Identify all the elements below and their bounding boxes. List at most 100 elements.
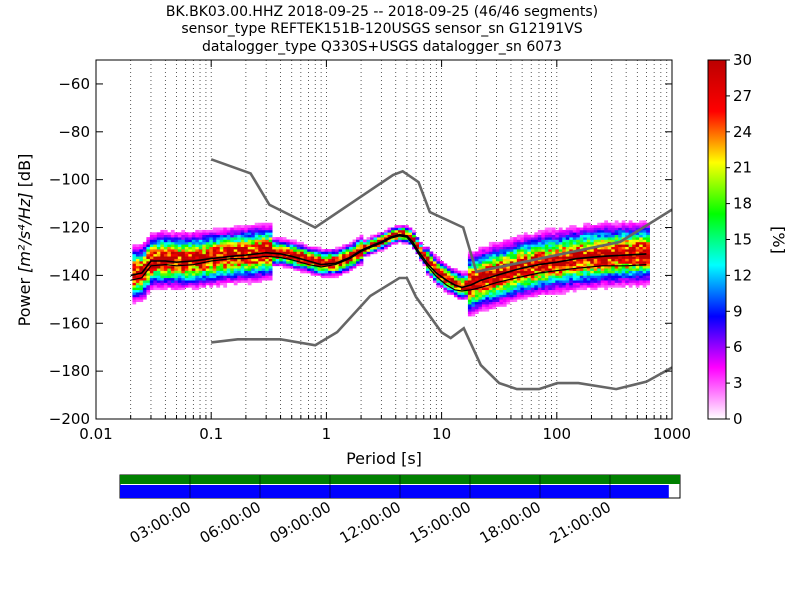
ppsd-cell bbox=[478, 294, 483, 298]
ppsd-cell bbox=[621, 265, 626, 269]
ppsd-cell bbox=[212, 249, 217, 252]
ppsd-cell bbox=[471, 284, 476, 288]
ppsd-cell bbox=[579, 277, 584, 281]
ppsd-cell bbox=[279, 239, 283, 243]
ppsd-cell bbox=[184, 237, 189, 240]
ppsd-cell bbox=[177, 265, 182, 269]
ppsd-cell bbox=[223, 258, 228, 262]
ppsd-cell bbox=[527, 282, 532, 286]
ppsd-cell bbox=[163, 246, 168, 250]
ppsd-cell bbox=[558, 241, 563, 245]
ppsd-cell bbox=[558, 249, 563, 252]
ppsd-cell bbox=[534, 234, 539, 238]
ppsd-cell bbox=[541, 234, 546, 238]
ppsd-cell bbox=[586, 251, 591, 255]
ppsd-cell bbox=[233, 263, 238, 267]
ppsd-cell bbox=[317, 273, 322, 276]
ppsd-cell bbox=[600, 261, 605, 264]
ppsd-cell bbox=[485, 292, 490, 295]
ppsd-cell bbox=[579, 237, 584, 240]
ppsd-cell bbox=[149, 268, 154, 271]
ppsd-cell bbox=[597, 237, 602, 240]
ppsd-cell bbox=[321, 251, 325, 255]
ppsd-cell bbox=[464, 270, 469, 274]
ppsd-cell bbox=[509, 253, 514, 257]
y-tick-label: −200 bbox=[49, 410, 90, 428]
ppsd-cell bbox=[569, 227, 574, 231]
ppsd-cell bbox=[310, 246, 315, 250]
ppsd-cell bbox=[356, 263, 360, 267]
ppsd-cell bbox=[523, 256, 528, 259]
ppsd-cell bbox=[366, 253, 371, 257]
ppsd-cell bbox=[174, 277, 179, 281]
ppsd-cell bbox=[555, 263, 560, 267]
colorbar-tick-label: 6 bbox=[733, 338, 743, 356]
ppsd-cell bbox=[177, 273, 182, 276]
ppsd-cell bbox=[188, 284, 193, 288]
ppsd-cell bbox=[429, 261, 434, 264]
ppsd-cell bbox=[618, 268, 623, 271]
ppsd-cell bbox=[474, 282, 479, 286]
ppsd-cell bbox=[181, 287, 186, 291]
ppsd-cell bbox=[156, 287, 161, 291]
ppsd-cell bbox=[251, 280, 256, 283]
ppsd-cell bbox=[488, 280, 493, 283]
ppsd-cell bbox=[481, 256, 486, 259]
ppsd-cell bbox=[146, 282, 151, 286]
ppsd-cell bbox=[240, 280, 245, 283]
ppsd-cell bbox=[188, 273, 193, 276]
ppsd-cell bbox=[219, 268, 224, 271]
ppsd-cell bbox=[356, 253, 360, 257]
ppsd-cell bbox=[198, 284, 203, 288]
ppsd-cell bbox=[338, 270, 343, 274]
ppsd-cell bbox=[642, 251, 647, 255]
ppsd-cell bbox=[212, 239, 217, 243]
ppsd-cell bbox=[558, 277, 563, 281]
ppsd-cell bbox=[226, 263, 231, 267]
ppsd-cell bbox=[167, 268, 172, 271]
ppsd-cell bbox=[198, 277, 203, 281]
ppsd-cell bbox=[139, 256, 144, 259]
ppsd-cell bbox=[293, 249, 297, 252]
ppsd-cell bbox=[485, 261, 490, 264]
ppsd-cell bbox=[139, 280, 144, 283]
ppsd-cell bbox=[223, 280, 228, 283]
ppsd-cell bbox=[625, 229, 630, 233]
ppsd-cell bbox=[646, 244, 650, 247]
ppsd-cell bbox=[160, 237, 165, 240]
ppsd-cell bbox=[548, 275, 553, 279]
ppsd-cell bbox=[198, 273, 203, 276]
ppsd-cell bbox=[303, 265, 308, 269]
ppsd-cell bbox=[188, 280, 193, 283]
ppsd-cell bbox=[184, 241, 189, 245]
ppsd-cell bbox=[377, 244, 381, 247]
ppsd-cell bbox=[565, 244, 570, 247]
ppsd-cell bbox=[474, 292, 479, 295]
ppsd-cell bbox=[632, 225, 636, 228]
ppsd-cell bbox=[223, 241, 228, 245]
ppsd-cell bbox=[481, 287, 486, 291]
nhnm-curve bbox=[210, 158, 672, 274]
ppsd-cell bbox=[579, 275, 584, 279]
ppsd-cell bbox=[551, 287, 556, 291]
ppsd-cell bbox=[335, 265, 339, 269]
ppsd-cell bbox=[579, 227, 584, 231]
ppsd-cell bbox=[261, 258, 266, 262]
ppsd-cell bbox=[439, 265, 444, 269]
ppsd-cell bbox=[177, 253, 182, 257]
ppsd-cell bbox=[170, 258, 175, 262]
ppsd-cell bbox=[216, 277, 221, 281]
ppsd-cell bbox=[317, 270, 322, 274]
ppsd-cell bbox=[212, 263, 217, 267]
ppsd-cell bbox=[170, 273, 175, 276]
ppsd-cell bbox=[156, 261, 161, 264]
ppsd-cell bbox=[223, 253, 228, 257]
ppsd-cell bbox=[394, 241, 399, 245]
ppsd-cell bbox=[569, 273, 574, 276]
ppsd-cell bbox=[604, 261, 609, 264]
ppsd-cell bbox=[300, 246, 304, 250]
ppsd-cell bbox=[345, 270, 350, 274]
ppsd-cell bbox=[516, 253, 521, 257]
ppsd-cell bbox=[555, 229, 560, 233]
ppsd-cell bbox=[205, 280, 210, 283]
